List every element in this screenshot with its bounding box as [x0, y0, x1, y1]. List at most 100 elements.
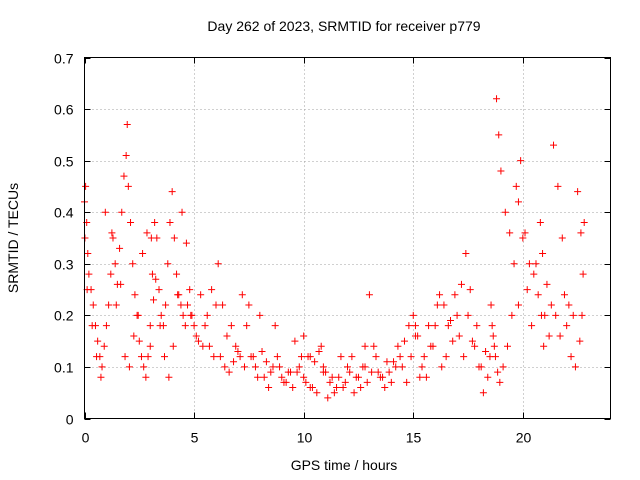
data-point — [187, 311, 195, 319]
data-point — [227, 322, 235, 330]
data-point — [194, 337, 202, 345]
data-point — [405, 322, 413, 330]
data-point — [142, 373, 150, 381]
data-point — [433, 301, 441, 309]
data-point — [494, 368, 502, 376]
data-point — [116, 244, 124, 252]
data-point — [361, 342, 369, 350]
data-point — [262, 358, 270, 366]
data-point — [121, 353, 129, 361]
data-point — [571, 363, 579, 371]
data-point — [177, 301, 185, 309]
data-point — [337, 353, 345, 361]
data-point — [88, 322, 96, 330]
data-point — [574, 188, 582, 196]
data-point — [477, 363, 485, 371]
data-point — [547, 301, 555, 309]
data-point — [455, 332, 463, 340]
data-point — [280, 378, 288, 386]
data-point — [333, 384, 341, 392]
data-point — [495, 131, 503, 139]
data-point — [112, 301, 120, 309]
data-point — [249, 353, 257, 361]
data-point — [539, 249, 547, 257]
data-point — [348, 353, 356, 361]
data-point — [381, 384, 389, 392]
data-point — [160, 353, 168, 361]
data-point — [100, 342, 108, 350]
data-point — [157, 311, 165, 319]
data-point — [482, 347, 490, 355]
data-point — [134, 311, 142, 319]
data-point — [131, 291, 139, 299]
data-point — [147, 234, 155, 242]
data-point — [506, 229, 514, 237]
data-point — [139, 249, 147, 257]
data-point — [101, 208, 109, 216]
data-point — [85, 270, 93, 278]
data-point — [143, 229, 151, 237]
data-point — [558, 234, 566, 242]
data-point — [449, 337, 457, 345]
data-point — [178, 208, 186, 216]
data-point — [497, 167, 505, 175]
data-point — [284, 368, 292, 376]
data-point — [203, 311, 211, 319]
y-tick-label: 0.6 — [54, 102, 74, 118]
data-point — [225, 368, 233, 376]
data-point — [212, 301, 220, 309]
data-point — [317, 342, 325, 350]
data-point — [372, 353, 380, 361]
data-point — [569, 311, 577, 319]
data-point — [499, 363, 507, 371]
data-point — [540, 342, 548, 350]
data-point — [122, 151, 130, 159]
data-point — [530, 270, 538, 278]
data-point — [205, 342, 213, 350]
data-point — [311, 358, 319, 366]
data-point — [420, 353, 428, 361]
data-point — [519, 234, 527, 242]
data-point — [390, 358, 398, 366]
data-point — [429, 342, 437, 350]
data-point — [576, 337, 584, 345]
y-tick-label: 0.7 — [54, 51, 74, 67]
data-point — [179, 311, 187, 319]
data-point — [146, 322, 154, 330]
data-point — [278, 373, 286, 381]
data-point — [370, 342, 378, 350]
data-point — [514, 301, 522, 309]
data-point — [102, 322, 110, 330]
data-point — [300, 332, 308, 340]
data-point — [236, 353, 244, 361]
data-point — [554, 182, 562, 190]
data-point — [496, 378, 504, 386]
data-point — [440, 301, 448, 309]
data-point — [400, 337, 408, 345]
data-point — [344, 363, 351, 371]
data-point — [130, 332, 138, 340]
data-point — [460, 353, 468, 361]
data-point — [376, 373, 384, 381]
data-point — [403, 378, 411, 386]
data-point — [146, 342, 154, 350]
data-point — [368, 368, 376, 376]
data-point — [82, 182, 90, 190]
data-point — [117, 280, 125, 288]
data-point — [216, 353, 224, 361]
y-tick-label: 0.1 — [54, 360, 74, 376]
data-point — [517, 157, 525, 165]
data-point — [273, 353, 281, 361]
data-point — [169, 342, 177, 350]
data-point — [181, 322, 189, 330]
data-point — [293, 368, 301, 376]
data-point — [269, 363, 277, 371]
data-point — [350, 389, 358, 397]
data-point — [354, 373, 362, 381]
data-point — [411, 332, 419, 340]
data-point — [164, 260, 172, 268]
data-point — [457, 280, 465, 288]
data-point — [140, 363, 148, 371]
data-point — [168, 188, 176, 196]
data-point — [165, 373, 173, 381]
